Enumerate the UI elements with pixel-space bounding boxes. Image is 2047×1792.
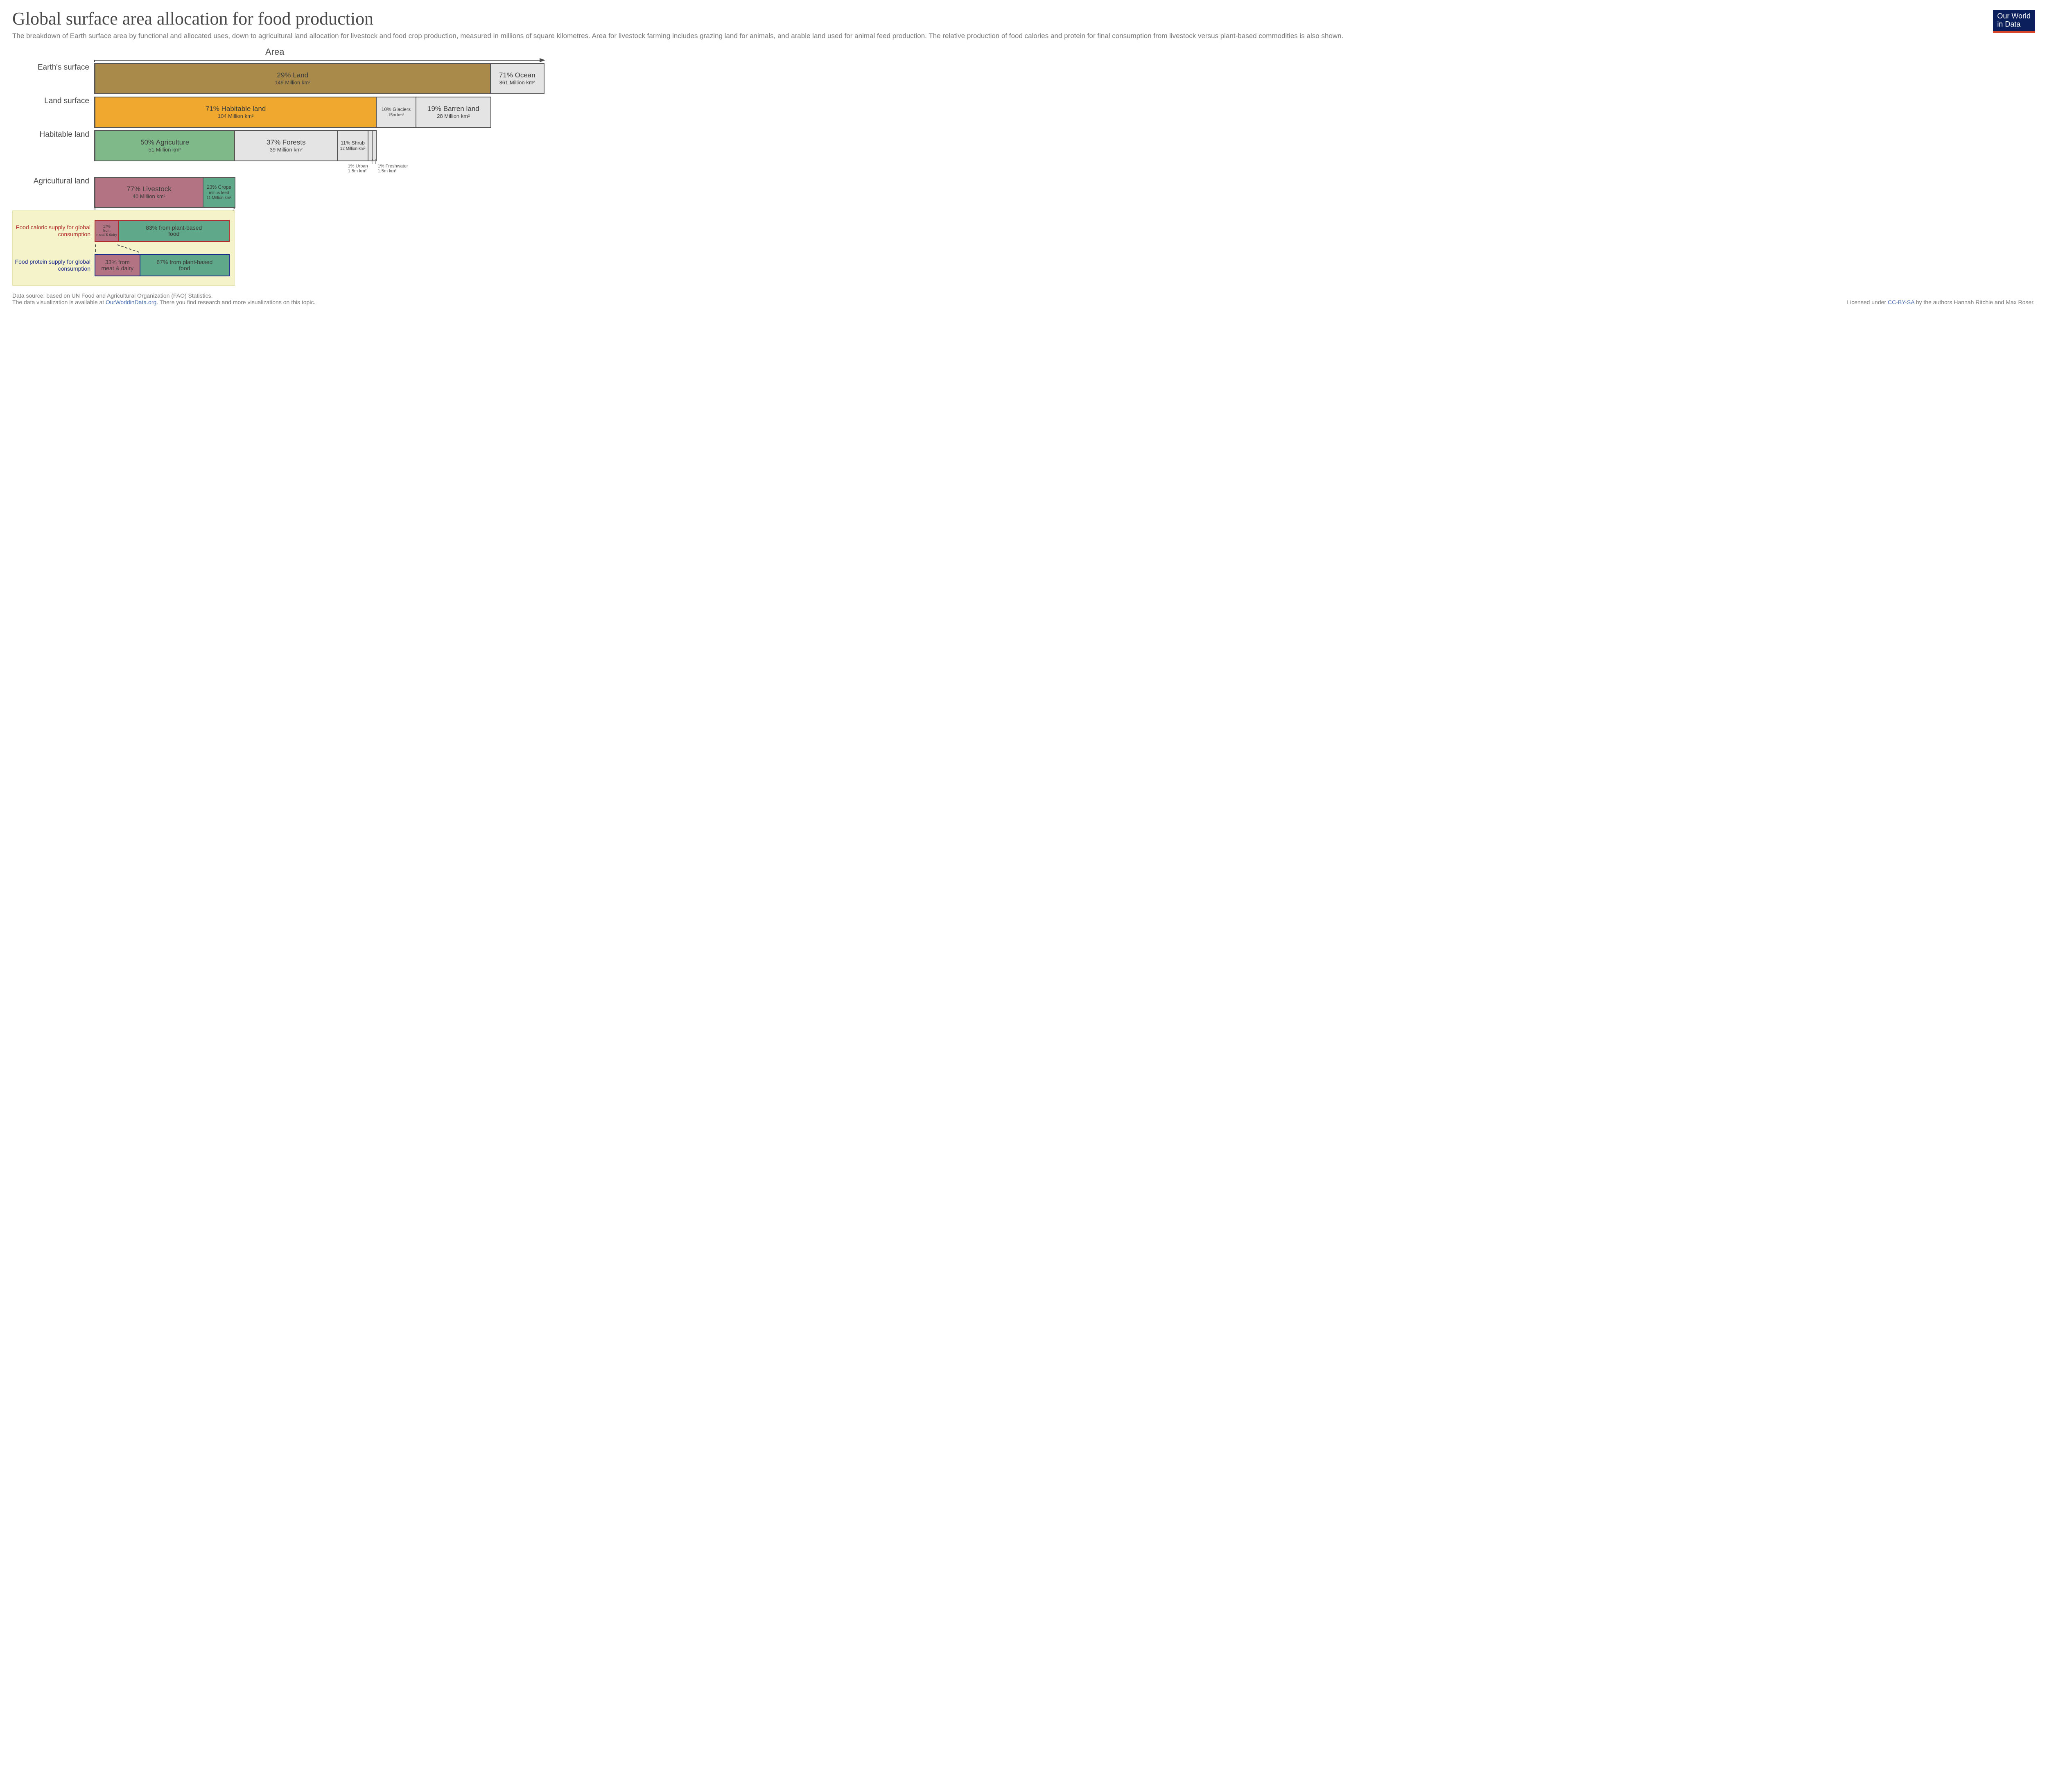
owid-logo: Our World in Data	[1993, 10, 2035, 33]
segment-title: 11% Shrub	[341, 140, 364, 146]
supply-box: Food caloric supply for global consumpti…	[12, 210, 235, 286]
area-axis: Area	[94, 48, 545, 61]
supply-row: Food protein supply for global consumpti…	[13, 254, 235, 276]
row-label: Agricultural land	[12, 177, 94, 208]
bar-segment: 71% Ocean361 Million km²	[490, 64, 544, 93]
bar-container: 77% Livestock40 Million km²23% Cropsminu…	[94, 177, 235, 208]
supply-row: Food caloric supply for global consumpti…	[13, 220, 235, 242]
area-axis-label: Area	[265, 47, 284, 57]
supply-label: Food protein supply for global consumpti…	[13, 258, 95, 272]
license-link[interactable]: CC-BY-SA	[1888, 299, 1914, 305]
supply-label: Food caloric supply for global consumpti…	[13, 224, 95, 238]
header: Our World in Data Global surface area al…	[12, 8, 2035, 41]
supply-bar: 33% frommeat & dairy67% from plant-based…	[95, 254, 230, 276]
bar-segment	[372, 131, 376, 160]
bar-row: Land surface71% Habitable land104 Millio…	[12, 97, 2035, 128]
supply-segment: 17%frommeat & dairy	[95, 221, 118, 241]
bar-segment: 11% Shrub12 Million km²	[337, 131, 368, 160]
segment-title: 10% Glaciers	[382, 107, 411, 112]
supply-segment: 83% from plant-basedfood	[118, 221, 229, 241]
bar-segment: 23% Cropsminus feed11 Million km²	[203, 178, 235, 207]
segment-sub: minus feed	[209, 191, 229, 195]
bar-container: 29% Land149 Million km²71% Ocean361 Mill…	[94, 63, 545, 94]
segment-title: 23% Crops	[207, 185, 231, 190]
bar-segment: 50% Agriculture51 Million km²	[95, 131, 234, 160]
page-subtitle: The breakdown of Earth surface area by f…	[12, 32, 2035, 41]
segment-sub: 51 Million km²	[149, 147, 181, 153]
row-label: Earth's surface	[12, 63, 94, 94]
bar-row: Agricultural land77% Livestock40 Million…	[12, 177, 2035, 208]
bar-container: 71% Habitable land104 Million km²10% Gla…	[94, 97, 491, 128]
segment-sub2: 11 Million km²	[206, 196, 231, 200]
bar-container: 50% Agriculture51 Million km²37% Forests…	[94, 130, 377, 161]
logo-line2: in Data	[1997, 20, 2031, 29]
row-label: Land surface	[12, 97, 94, 128]
axis-row: Area	[12, 48, 2035, 61]
bar-segment	[368, 131, 372, 160]
segment-sub: 361 Million km²	[499, 80, 535, 86]
bar-segment: 77% Livestock40 Million km²	[95, 178, 203, 207]
bar-segment: 71% Habitable land104 Million km²	[95, 97, 376, 127]
bar-segment: 19% Barren land28 Million km²	[416, 97, 490, 127]
segment-title: 77% Livestock	[127, 185, 172, 193]
callout: 1% Urban1.5m km²	[348, 164, 368, 174]
bar-segment: 10% Glaciers15m km²	[376, 97, 416, 127]
footer-viz: The data visualization is available at O…	[12, 299, 315, 305]
segment-sub: 15m km²	[388, 113, 404, 118]
segment-title: 50% Agriculture	[140, 139, 189, 147]
segment-title: 19% Barren land	[427, 105, 479, 113]
segment-sub: 39 Million km²	[270, 147, 303, 153]
segment-title: 37% Forests	[267, 139, 305, 147]
segment-sub: 104 Million km²	[218, 113, 253, 119]
bar-segment: 37% Forests39 Million km²	[234, 131, 337, 160]
bar-row: Habitable land50% Agriculture51 Million …	[12, 130, 2035, 174]
segment-title: 71% Habitable land	[206, 105, 266, 113]
segment-sub: 28 Million km²	[437, 113, 470, 119]
segment-sub: 40 Million km²	[133, 194, 165, 199]
segment-sub: 149 Million km²	[275, 80, 310, 86]
owid-link[interactable]: OurWorldinData.org	[106, 299, 156, 305]
footer-left: Data source: based on UN Food and Agricu…	[12, 292, 315, 305]
segment-title: 71% Ocean	[499, 72, 535, 79]
page-title: Global surface area allocation for food …	[12, 8, 2035, 29]
bar-segment: 29% Land149 Million km²	[95, 64, 490, 93]
segment-title: 29% Land	[277, 72, 309, 79]
logo-line1: Our World	[1997, 12, 2031, 20]
callout: 1% Freshwater1.5m km²	[378, 164, 408, 174]
row-label: Habitable land	[12, 130, 94, 174]
callouts: 1% Urban1.5m km²1% Freshwater1.5m km²	[94, 161, 377, 174]
supply-segment: 33% frommeat & dairy	[95, 255, 140, 276]
supply-bar: 17%frommeat & dairy83% from plant-basedf…	[95, 220, 230, 242]
footer-right: Licensed under CC-BY-SA by the authors H…	[1847, 299, 2035, 305]
supply-segment: 67% from plant-basedfood	[140, 255, 229, 276]
chart-area: Area Earth's surface29% Land149 Million …	[12, 48, 2035, 286]
bar-row: Earth's surface29% Land149 Million km²71…	[12, 63, 2035, 94]
footer: Data source: based on UN Food and Agricu…	[12, 292, 2035, 305]
segment-sub: 12 Million km²	[340, 147, 366, 151]
footer-source: Data source: based on UN Food and Agricu…	[12, 292, 315, 299]
